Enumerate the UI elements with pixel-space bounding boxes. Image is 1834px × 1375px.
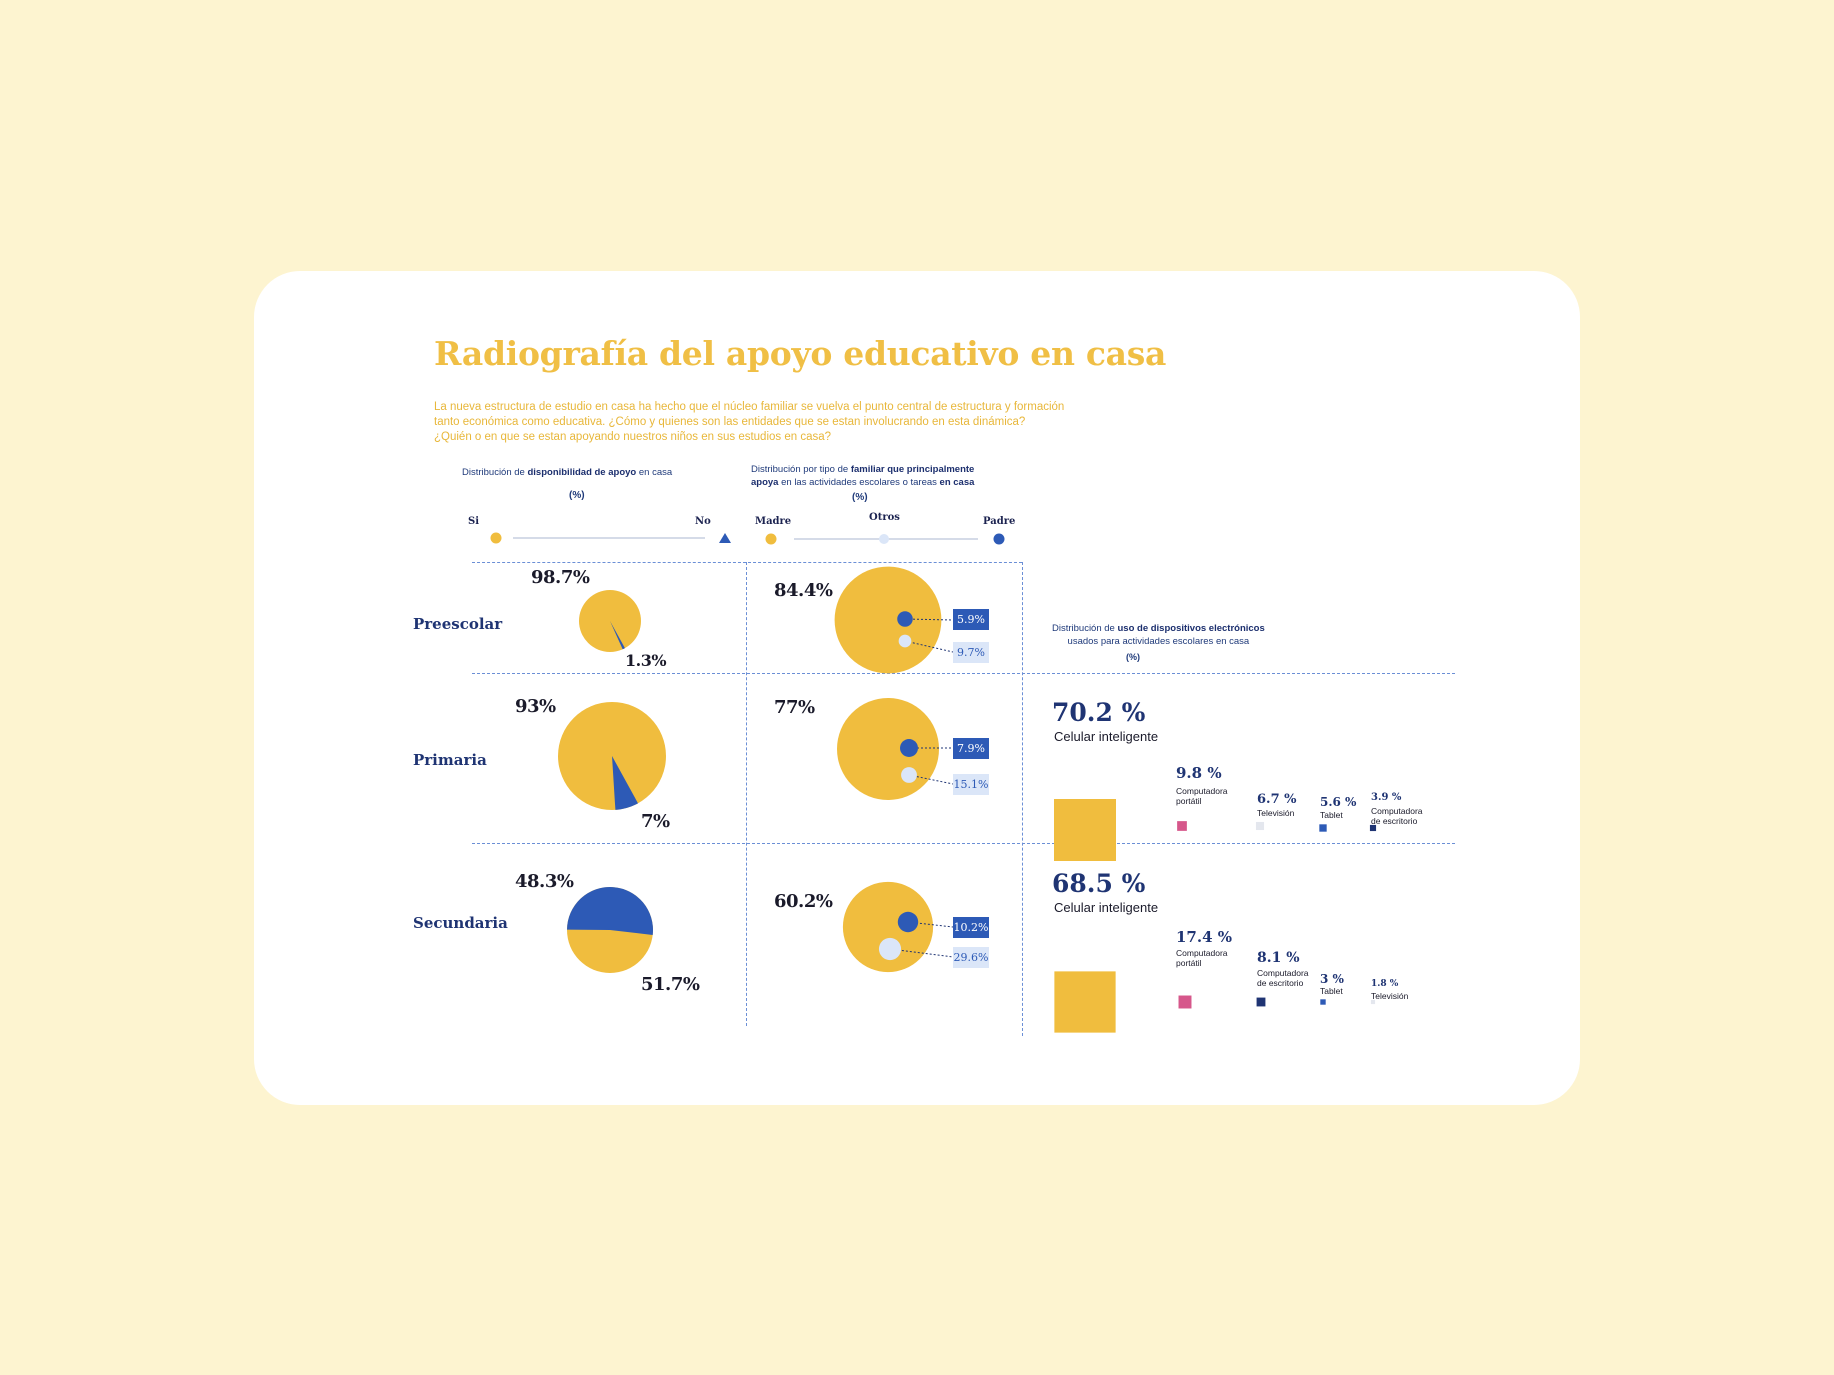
padre-leader <box>907 921 954 928</box>
device-label: Tablet <box>1320 810 1343 820</box>
intro-text: La nueva estructura de estudio en casa h… <box>434 400 1154 445</box>
legend-madre-dot <box>765 533 777 545</box>
device-square <box>1178 995 1192 1009</box>
padre-circle <box>897 611 913 627</box>
device-square <box>1177 821 1187 831</box>
device-square <box>1319 824 1327 832</box>
device-main-value: 68.5 % <box>1052 869 1146 898</box>
device-value: 3 % <box>1320 972 1344 986</box>
device-value: 8.1 % <box>1257 950 1300 966</box>
padre-tag: 10.2% <box>953 917 989 938</box>
device-label: Televisión <box>1371 991 1409 1001</box>
device-label: Computadora de escritorio <box>1257 968 1309 988</box>
legend-no-label: No <box>695 516 711 527</box>
padre-circle <box>897 911 919 933</box>
device-value: 3.9 % <box>1371 792 1402 803</box>
legend-si-label: Si <box>468 516 480 527</box>
row-label-secundaria: Secundaria <box>413 914 508 932</box>
page-title: Radiografía del apoyo educativo en casa <box>434 334 1167 373</box>
device-value: 17.4 % <box>1176 928 1233 946</box>
section3-unit: (%) <box>1126 652 1140 662</box>
otros-leader <box>908 774 954 785</box>
otros-circle <box>898 634 912 648</box>
grid-line <box>472 843 1455 844</box>
otros-tag: 15.1% <box>953 774 989 795</box>
section2-title: Distribución por tipo de familiar que pr… <box>751 464 975 488</box>
device-value: 9.8 % <box>1176 764 1222 782</box>
device-label: Computadora de escritorio <box>1371 806 1423 826</box>
device-main-value: 70.2 % <box>1052 698 1146 727</box>
legend-padre-dot <box>993 533 1005 545</box>
pie-label-si: 98.7% <box>531 567 590 588</box>
pie-slice-no <box>612 756 639 810</box>
device-main-label: Celular inteligente <box>1054 900 1159 915</box>
legend-otros-label: Otros <box>869 512 900 523</box>
otros-tag: 29.6% <box>953 947 989 968</box>
intro-line: tanto económica como educativa. ¿Cómo y … <box>434 416 1026 428</box>
device-value: 6.7 % <box>1257 792 1297 807</box>
madre-value: 77% <box>774 697 815 718</box>
otros-tag: 9.7% <box>953 642 989 663</box>
madre-value: 60.2% <box>774 891 833 912</box>
pie-slice-no <box>567 887 653 935</box>
row-label-primaria: Primaria <box>413 751 487 769</box>
pie-label-no: 51.7% <box>641 974 700 995</box>
otros-leader <box>904 640 954 653</box>
device-square <box>1370 999 1376 1005</box>
device-square <box>1054 971 1116 1033</box>
padre-tag: 5.9% <box>953 609 989 630</box>
device-square <box>1369 824 1377 832</box>
pie-label-no: 1.3% <box>625 651 667 670</box>
section3-title: Distribución de uso de dispositivos elec… <box>1052 623 1265 647</box>
section1-unit: (%) <box>569 490 585 501</box>
section1-title: Distribución de disponibilidad de apoyo … <box>462 467 673 478</box>
intro-line: ¿Quién o en que se estan apoyando nuestr… <box>434 431 832 443</box>
device-square <box>1054 799 1116 861</box>
grid-line <box>1022 562 1023 1036</box>
otros-leader <box>889 948 954 958</box>
infographic-card <box>254 271 1580 1105</box>
legend-otros-dot <box>879 534 889 544</box>
device-label: Tablet <box>1320 986 1343 996</box>
device-square <box>1255 821 1265 831</box>
device-label: Computadora portátil <box>1176 948 1228 968</box>
device-label: Televisión <box>1257 808 1295 818</box>
madre-circle <box>842 881 934 973</box>
pie-label-si: 93% <box>515 696 556 717</box>
madre-value: 84.4% <box>774 580 833 601</box>
grid-line <box>746 562 747 1026</box>
otros-circle <box>878 937 902 961</box>
legend-madre-label: Madre <box>755 516 792 527</box>
otros-circle <box>901 767 917 783</box>
device-main-label: Celular inteligente <box>1054 729 1159 744</box>
intro-line: La nueva estructura de estudio en casa h… <box>434 401 1065 413</box>
device-square <box>1320 999 1326 1005</box>
grid-line <box>472 562 1022 563</box>
row-label-preescolar: Preescolar <box>413 615 503 633</box>
section2-unit: (%) <box>852 492 868 503</box>
device-value: 5.6 % <box>1320 795 1357 809</box>
legend-si-dot <box>490 532 502 544</box>
legend-padre-label: Padre <box>983 516 1016 527</box>
grid-line <box>472 673 1455 674</box>
padre-leader <box>904 618 954 621</box>
padre-tag: 7.9% <box>953 738 989 759</box>
pie-label-no: 7% <box>641 811 670 832</box>
legend-no-triangle <box>719 533 731 543</box>
device-square <box>1256 997 1266 1007</box>
madre-circle <box>834 566 942 674</box>
padre-circle <box>900 739 918 757</box>
device-label: Computadora portátil <box>1176 786 1228 806</box>
pie-label-si: 48.3% <box>515 871 574 892</box>
pie-slice-no <box>610 621 625 650</box>
device-value: 1.8 % <box>1371 979 1399 989</box>
